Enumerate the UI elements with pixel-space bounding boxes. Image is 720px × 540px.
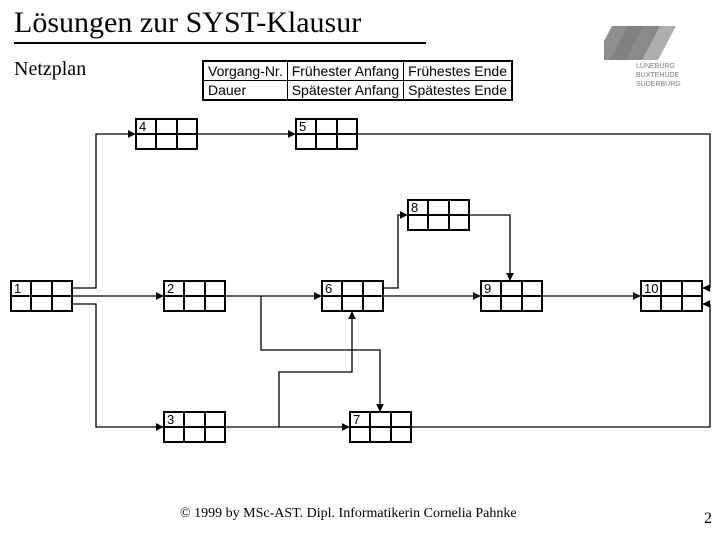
legend-cell: Vorgang-Nr. [204, 62, 288, 81]
node-9: 9 [480, 280, 543, 312]
node-cell [342, 296, 362, 311]
node-cell [641, 296, 661, 311]
node-id-label: 3 [164, 412, 184, 427]
node-cell [205, 412, 225, 427]
edge [73, 304, 163, 427]
node-id-label: 2 [164, 281, 184, 296]
legend-cell: Frühestes Ende [404, 62, 512, 81]
legend-table: Vorgang-Nr.Frühester AnfangFrühestes End… [202, 60, 513, 101]
page-title: Lösungen zur SYST-Klausur [14, 6, 361, 40]
node-cell [184, 427, 204, 442]
node-cell [370, 412, 390, 427]
node-cell [501, 281, 521, 296]
edge [470, 215, 510, 280]
node-cell [428, 215, 448, 230]
node-cell [682, 281, 702, 296]
node-cell [184, 412, 204, 427]
node-cell [156, 134, 176, 149]
node-cell [481, 296, 501, 311]
node-cell [522, 296, 542, 311]
node-cell [136, 134, 156, 149]
node-cell [31, 296, 51, 311]
node-cell [205, 296, 225, 311]
legend-cell: Dauer [204, 81, 288, 100]
node-cell [449, 200, 469, 215]
edge [412, 304, 710, 427]
node-cell [350, 427, 370, 442]
node-cell [501, 296, 521, 311]
node-2: 2 [163, 280, 226, 312]
node-id-label: 5 [296, 119, 316, 134]
node-5: 5 [295, 118, 358, 150]
node-cell [316, 134, 336, 149]
node-cell [177, 134, 197, 149]
node-cell [156, 119, 176, 134]
node-cell [31, 281, 51, 296]
svg-text:SUDERBURG: SUDERBURG [636, 81, 681, 88]
node-id-label: 9 [481, 281, 501, 296]
node-7: 7 [349, 411, 412, 443]
svg-text:BUXTEHUDE: BUXTEHUDE [636, 72, 680, 79]
node-id-label: 6 [322, 281, 342, 296]
node-id-label: 4 [136, 119, 156, 134]
edge [73, 134, 135, 288]
node-cell [177, 119, 197, 134]
node-cell [408, 215, 428, 230]
node-8: 8 [407, 199, 470, 231]
node-3: 3 [163, 411, 226, 443]
node-id-label: 1 [11, 281, 31, 296]
node-6: 6 [321, 280, 384, 312]
node-cell [661, 296, 681, 311]
node-cell [184, 281, 204, 296]
node-cell [363, 281, 383, 296]
copyright-footer: © 1999 by MSc-AST. Dipl. Informatikerin … [180, 506, 517, 522]
node-4: 4 [135, 118, 198, 150]
legend-cell: Spätester Anfang [287, 81, 403, 100]
subtitle: Netzplan [14, 58, 86, 81]
node-cell [11, 296, 31, 311]
node-cell [164, 296, 184, 311]
node-cell [337, 119, 357, 134]
node-10: 10 [640, 280, 703, 312]
node-id-label: 7 [350, 412, 370, 427]
edge [279, 312, 352, 427]
node-cell [391, 412, 411, 427]
node-cell [316, 119, 336, 134]
node-cell [52, 281, 72, 296]
node-cell [342, 281, 362, 296]
node-1: 1 [10, 280, 73, 312]
node-cell [205, 427, 225, 442]
node-cell [337, 134, 357, 149]
node-cell [363, 296, 383, 311]
page-number: 2 [704, 510, 712, 528]
node-cell [205, 281, 225, 296]
node-cell [164, 427, 184, 442]
svg-text:LÜNEBURG: LÜNEBURG [636, 62, 675, 70]
node-cell [661, 281, 681, 296]
node-cell [428, 200, 448, 215]
node-id-label: 10 [641, 281, 661, 296]
node-cell [391, 427, 411, 442]
legend-cell: Spätestes Ende [404, 81, 512, 100]
node-cell [522, 281, 542, 296]
node-cell [682, 296, 702, 311]
node-cell [449, 215, 469, 230]
node-cell [296, 134, 316, 149]
node-cell [52, 296, 72, 311]
node-id-label: 8 [408, 200, 428, 215]
institution-logo: LÜNEBURG BUXTEHUDE SUDERBURG [604, 22, 706, 94]
edge [384, 215, 407, 288]
title-underline [14, 42, 426, 44]
node-cell [322, 296, 342, 311]
node-cell [370, 427, 390, 442]
edge [261, 296, 380, 411]
legend-cell: Frühester Anfang [287, 62, 403, 81]
node-cell [184, 296, 204, 311]
